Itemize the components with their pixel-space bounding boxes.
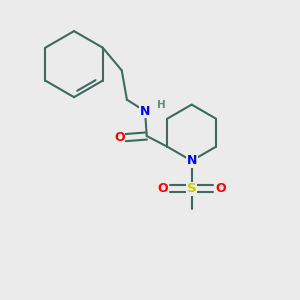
Text: O: O xyxy=(158,182,168,195)
Text: N: N xyxy=(187,154,197,167)
Text: N: N xyxy=(140,105,150,118)
Text: S: S xyxy=(187,182,196,195)
Text: H: H xyxy=(157,100,165,110)
Text: O: O xyxy=(114,131,124,144)
Text: O: O xyxy=(215,182,226,195)
